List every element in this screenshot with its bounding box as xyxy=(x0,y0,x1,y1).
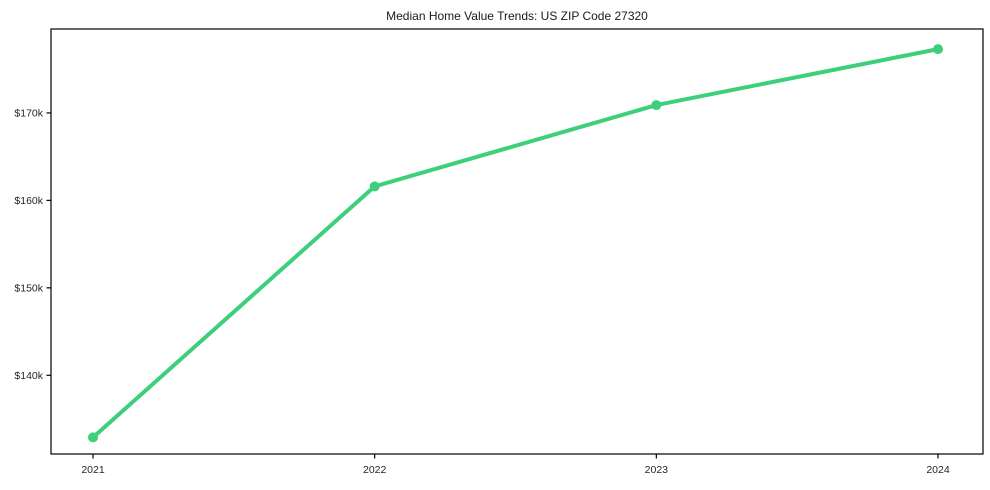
y-tick-label: $150k xyxy=(14,283,43,295)
value-line xyxy=(91,47,940,440)
x-tick-label: 2022 xyxy=(363,464,387,476)
plot-frame xyxy=(50,28,984,455)
data-point-marker xyxy=(88,432,98,443)
x-tick-label: 2021 xyxy=(81,464,105,476)
y-tick-label: $170k xyxy=(14,108,43,120)
series xyxy=(88,44,943,443)
y-tick-label: $140k xyxy=(14,370,43,382)
chart-title: Median Home Value Trends: US ZIP Code 27… xyxy=(386,9,648,23)
data-point-marker xyxy=(651,100,662,111)
axes: $140k $150k $160k $170k 2021 2022 2023 2024 xyxy=(14,108,949,476)
y-tick-label: $160k xyxy=(14,195,43,207)
x-tick-label: 2024 xyxy=(926,464,950,476)
data-point-marker xyxy=(369,181,380,192)
x-tick-label: 2023 xyxy=(645,464,669,476)
plot-border xyxy=(50,28,984,455)
data-point-marker xyxy=(933,44,943,55)
